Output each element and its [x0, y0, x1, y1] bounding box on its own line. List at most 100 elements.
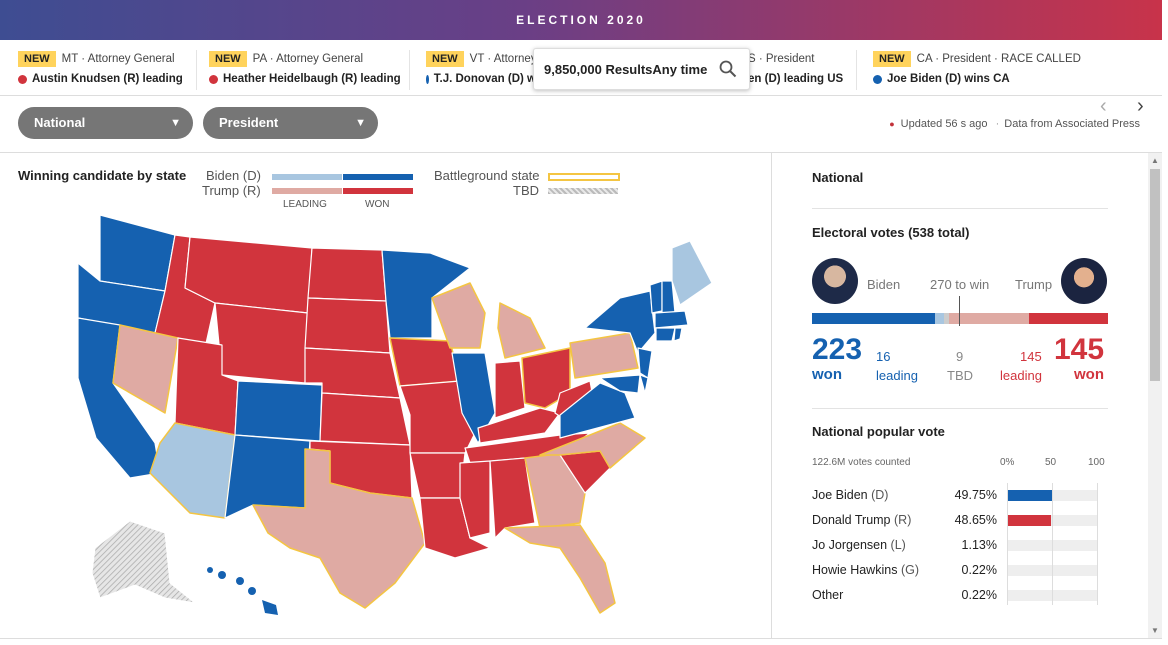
popular-vote-row: Joe Biden (D) 49.75%: [812, 488, 1102, 506]
scroll-thumb[interactable]: [1150, 169, 1160, 381]
candidate-pct: 48.65%: [954, 513, 997, 527]
trump-name: Trump: [1015, 277, 1053, 292]
electoral-vote-bar: [812, 313, 1108, 324]
state-nj: [637, 347, 653, 379]
ticker-item[interactable]: NEW PA · Attorney General Heather Heidelb…: [209, 50, 410, 90]
tbd-label: TBD: [947, 368, 973, 383]
vote-grid-line: [1007, 483, 1008, 605]
trump-leading-count: 145: [1020, 349, 1042, 364]
state-mn: [381, 249, 471, 339]
new-badge: NEW: [209, 51, 247, 67]
race-dropdown[interactable]: President ▼: [203, 107, 378, 139]
legend-tbd: TBD: [513, 183, 539, 198]
legend-trump-leading: [272, 188, 342, 194]
biden-leading-count: 16: [876, 349, 891, 364]
divider: [812, 208, 1108, 209]
party-dot-icon: [426, 74, 429, 84]
search-icon[interactable]: [719, 60, 737, 78]
banner-title: ELECTION 2020: [516, 13, 646, 27]
state-ks: [319, 392, 411, 446]
ticker-item[interactable]: NEW VT · Attorney T.J. Donovan (D) w: [426, 50, 536, 90]
vote-grid-line: [1052, 483, 1053, 605]
ev-trump-lead-segment: [949, 313, 1029, 324]
candidate-party: (R): [894, 513, 912, 527]
ticker-item[interactable]: S · President en (D) leading US: [748, 50, 857, 90]
state-de: [639, 374, 649, 394]
electoral-votes-title: Electoral votes (538 total): [812, 225, 970, 240]
votes-counted: 122.6M votes counted: [812, 457, 911, 468]
divider: [0, 638, 1162, 639]
ticker-next-button[interactable]: ›: [1137, 95, 1144, 117]
popular-vote-title: National popular vote: [812, 424, 945, 439]
state-nc: [539, 422, 646, 469]
state-ct: [655, 327, 676, 342]
axis-label-100: 100: [1088, 457, 1105, 468]
region-value: National: [34, 115, 86, 130]
candidate-pct: 1.13%: [961, 538, 997, 552]
biden-avatar: [812, 258, 858, 304]
to-win-label: 270 to win: [930, 277, 990, 292]
state-wy: [214, 302, 309, 384]
state-ms: [459, 460, 491, 539]
ticker-race: VT · Attorney: [469, 53, 536, 65]
ticker-race: PA · Attorney General: [252, 53, 364, 65]
search-text: 9,850,000 ResultsAny time: [544, 61, 708, 77]
legend-leading-label: LEADING: [283, 199, 327, 210]
ticker-result: Heather Heidelbaugh (R) leading: [223, 73, 401, 85]
ticker-item[interactable]: NEW CA · President · RACE CALLED Joe Bide…: [873, 50, 1083, 90]
ticker-prev-button[interactable]: ‹: [1100, 95, 1107, 117]
270-marker: [959, 296, 960, 326]
search-box[interactable]: 9,850,000 ResultsAny time: [533, 48, 750, 90]
state-va: [559, 382, 636, 439]
candidate-party: (L): [890, 538, 906, 552]
candidate-party: (G): [900, 563, 919, 577]
state-al: [489, 457, 536, 539]
popular-vote-row: Donald Trump (R) 48.65%: [812, 513, 1102, 531]
us-electoral-map[interactable]: [0, 153, 771, 638]
divider: [812, 408, 1108, 409]
ev-biden-won-segment: [812, 313, 935, 324]
state-ri: [673, 327, 683, 342]
new-badge: NEW: [426, 51, 464, 67]
popular-vote-row: Howie Hawkins (G) 0.22%: [812, 563, 1102, 581]
ev-tbd-segment: [944, 313, 949, 324]
state-hi: [207, 567, 278, 615]
sidebar-region-title: National: [812, 170, 864, 185]
ticker-result: en (D) leading US: [748, 73, 844, 85]
scroll-up-icon[interactable]: ▲: [1151, 156, 1159, 165]
state-pa: [569, 332, 639, 379]
state-az: [149, 422, 236, 519]
candidate-party: (D): [871, 488, 889, 502]
state-nv: [112, 324, 179, 414]
state-tx: [252, 448, 426, 609]
scroll-down-icon[interactable]: ▼: [1151, 626, 1159, 635]
update-status: ● Updated 56 s ago · Data from Associated …: [889, 118, 1140, 130]
candidate-pct: 49.75%: [954, 488, 997, 502]
trump-won-count: 145: [1054, 333, 1105, 366]
state-oh: [521, 347, 571, 409]
ticker-item[interactable]: NEW MT · Attorney General Austin Knudsen …: [18, 50, 197, 90]
election-banner: ELECTION 2020: [0, 0, 1162, 40]
legend-battleground: Battleground state: [434, 168, 540, 183]
chevron-down-icon: ▼: [355, 117, 366, 129]
state-ny: [584, 290, 656, 354]
state-wi: [431, 282, 486, 349]
ticker-result: Joe Biden (D) wins CA: [887, 73, 1010, 85]
vote-bar-fill: [1007, 490, 1052, 501]
vote-grid-line: [1097, 483, 1098, 605]
popular-vote-row: Other 0.22%: [812, 588, 1102, 606]
biden-won-count: 223: [812, 333, 863, 366]
state-vt: [649, 280, 663, 314]
sidebar-scrollbar[interactable]: ▲ ▼: [1148, 153, 1162, 638]
legend-biden-won: [343, 174, 413, 180]
biden-leading-label: leading: [876, 368, 918, 383]
ticker-result: T.J. Donovan (D) w: [433, 73, 536, 85]
state-mi: [497, 302, 546, 359]
race-value: President: [219, 115, 279, 130]
ticker-race: CA · President · RACE CALLED: [916, 53, 1081, 65]
updated-text: Updated 56 s ago: [900, 118, 988, 130]
region-dropdown[interactable]: National ▼: [18, 107, 193, 139]
legend-title: Winning candidate by state: [18, 168, 187, 183]
candidate-name: Jo Jorgensen: [812, 538, 888, 552]
tbd-count: 9: [956, 349, 964, 364]
